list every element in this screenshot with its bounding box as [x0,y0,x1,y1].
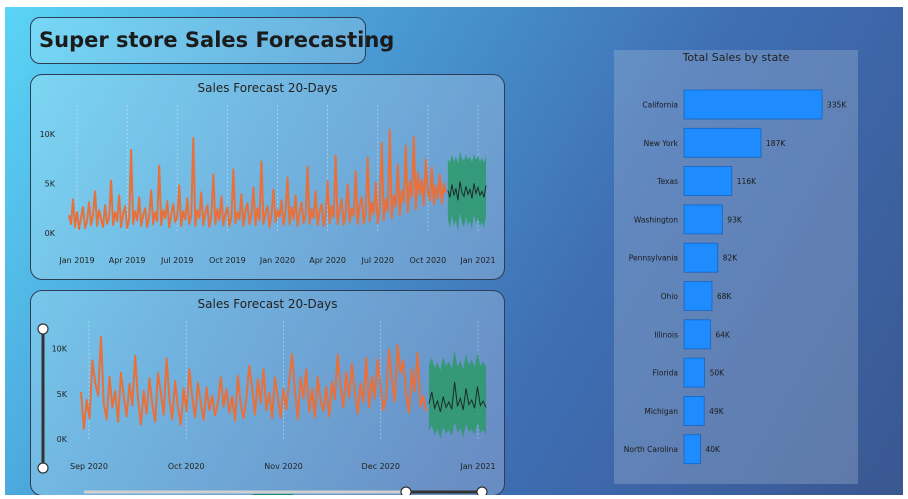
forecast-full-chart[interactable]: 10K 5K 0K Jan 2019 Apr 2019 Jul 2019 Oct 2019 J… [31,75,504,279]
state-bar[interactable] [683,166,733,196]
state-bar[interactable] [683,357,705,388]
state-value-label: 187K [766,139,786,148]
full-x-tick: Apr 2020 [309,256,346,265]
state-label: Pennsylvania [629,254,678,263]
state-bar[interactable] [683,319,711,350]
zoom-actual-line [80,335,428,431]
full-x-tick: Apr 2019 [109,256,146,265]
full-y-tick: 5K [45,179,56,188]
state-label: Florida [652,369,678,378]
full-actual-line [68,128,447,231]
zoom-y-tick: 5K [57,390,68,399]
forecast-zoom-title: Sales Forecast 20-Days [197,297,338,311]
sales-by-state-title: Total Sales by state [682,51,790,64]
y-slider-top-handle[interactable] [37,323,49,335]
full-x-tick: Oct 2020 [410,256,447,265]
state-label: Washington [634,215,678,224]
state-value-label: 64K [715,330,731,339]
title-card: Super store Sales Forecasting [30,17,394,64]
x-slider-left-handle[interactable] [400,486,412,495]
forecast-zoom-chart[interactable]: 10K 5K 0K Sep 2020 Oct 2020 Nov 2020 Dec 2020 J… [31,291,504,495]
state-label: Texas [656,177,678,186]
state-bar[interactable] [683,89,823,120]
report-canvas: Super store Sales Forecasting Sales Fore… [5,7,903,495]
zoom-x-tick: Nov 2020 [264,462,303,471]
zoom-x-tick: Sep 2020 [70,462,108,471]
state-label: Michigan [644,407,678,416]
state-label: New York [644,139,679,148]
forecast-zoom-panel: Sales Forecast 20-Days 10K 5K 0K Sep 2020 Oc… [30,290,505,495]
full-forecast-line [447,181,487,201]
forecast-full-title: Sales Forecast 20-Days [197,81,338,95]
state-value-label: 49K [709,407,725,416]
forecast-full-panel: Sales Forecast 20-Days 10K 5K 0K Jan 2019 Ap… [30,74,505,280]
full-y-tick: 0K [45,229,56,238]
state-value-label: 335K [827,101,847,110]
state-label: Ohio [661,292,679,301]
zoom-y-tick: 0K [57,435,68,444]
full-x-tick: Oct 2019 [209,256,246,265]
state-label: California [642,101,678,110]
state-value-label: 50K [710,369,726,378]
state-value-label: 93K [727,215,743,224]
sales-by-state-chart[interactable]: California 335K New York 187K Texas 116K Washi… [614,50,858,484]
zoom-forecast-band [428,350,486,439]
full-x-tick: Jan 2020 [259,256,295,265]
full-x-tick: Jan 2019 [58,256,94,265]
full-x-tick: Jul 2020 [360,256,394,265]
y-slider-bottom-handle[interactable] [37,462,49,474]
zoom-x-tick: Jan 2021 [459,462,495,471]
x-slider-right-handle[interactable] [476,486,488,495]
state-label: Illinois [654,330,678,339]
state-bar[interactable] [683,127,762,158]
zoom-forecast-line [428,381,487,412]
state-label: North Carolina [624,445,678,454]
state-value-label: 68K [717,292,733,301]
full-x-tick: Jul 2019 [160,256,194,265]
full-y-tick: 10K [40,130,56,139]
page-tab-indicator[interactable] [253,494,293,495]
zoom-x-tick: Dec 2020 [362,462,400,471]
zoom-y-tick: 10K [52,345,68,354]
state-bar[interactable] [683,242,719,273]
state-bar[interactable] [683,434,701,465]
state-value-label: 82K [723,254,739,263]
state-value-label: 40K [705,445,721,454]
state-bar[interactable] [683,395,705,426]
state-bar[interactable] [683,204,723,235]
state-value-label: 116K [737,177,757,186]
full-x-tick: Jan 2021 [459,256,495,265]
state-bar[interactable] [683,281,713,311]
zoom-x-tick: Oct 2020 [168,462,205,471]
page-title: Super store Sales Forecasting [39,28,395,52]
sales-by-state-panel: Total Sales by state California 335K New Y… [614,50,858,484]
